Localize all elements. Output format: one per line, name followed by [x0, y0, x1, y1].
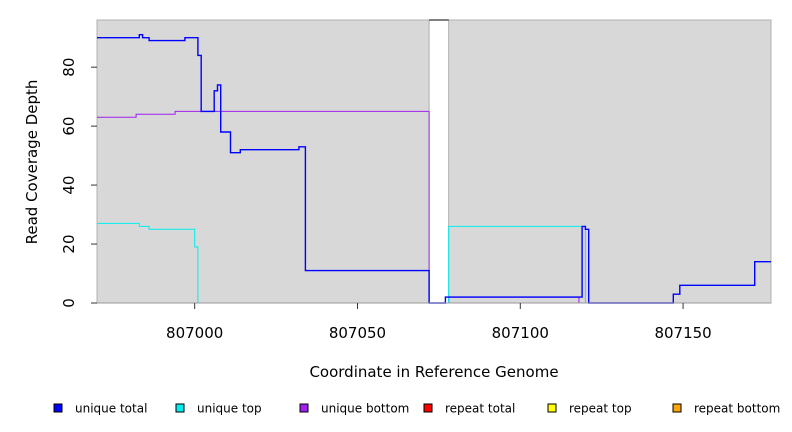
- legend-swatch-unique-top: [175, 403, 185, 413]
- x-tick-label: 807150: [654, 324, 711, 342]
- legend-label-unique-total: unique total: [75, 402, 147, 416]
- y-tick-label: 60: [60, 117, 78, 136]
- x-tick-label: 807100: [492, 324, 549, 342]
- legend-label-repeat-total: repeat total: [445, 402, 515, 416]
- y-tick-label: 40: [60, 176, 78, 195]
- series-line-unique-top: [97, 222, 771, 304]
- plot-panel-left: [96, 19, 430, 304]
- legend-swatch-repeat-total: [423, 403, 433, 413]
- x-axis-title: Coordinate in Reference Genome: [309, 363, 558, 381]
- legend-swatch-unique-total: [53, 403, 63, 413]
- y-tick-label: 20: [60, 234, 78, 253]
- x-tick-label: 807000: [166, 324, 223, 342]
- legend: unique total unique top unique bottom repea…: [53, 402, 780, 416]
- y-tick-label: 80: [60, 58, 78, 77]
- plot-background: [96, 19, 772, 304]
- y-axis-title: Read Coverage Depth: [23, 80, 41, 245]
- x-tick-label: 807050: [329, 324, 386, 342]
- legend-label-unique-bottom: unique bottom: [321, 402, 409, 416]
- legend-label-unique-top: unique top: [197, 402, 262, 416]
- legend-label-repeat-bottom: repeat bottom: [694, 402, 780, 416]
- legend-swatch-repeat-top: [547, 403, 557, 413]
- axes-layer: 807000 807050 807100 807150 0 20 40 60 80: [60, 58, 771, 342]
- series-line-unique-total: [97, 34, 771, 304]
- legend-label-repeat-top: repeat top: [569, 402, 632, 416]
- legend-swatch-repeat-bottom: [672, 403, 682, 413]
- y-tick-label: 0: [60, 298, 78, 308]
- plot-panel-right: [448, 19, 772, 304]
- legend-swatch-unique-bottom: [299, 403, 309, 413]
